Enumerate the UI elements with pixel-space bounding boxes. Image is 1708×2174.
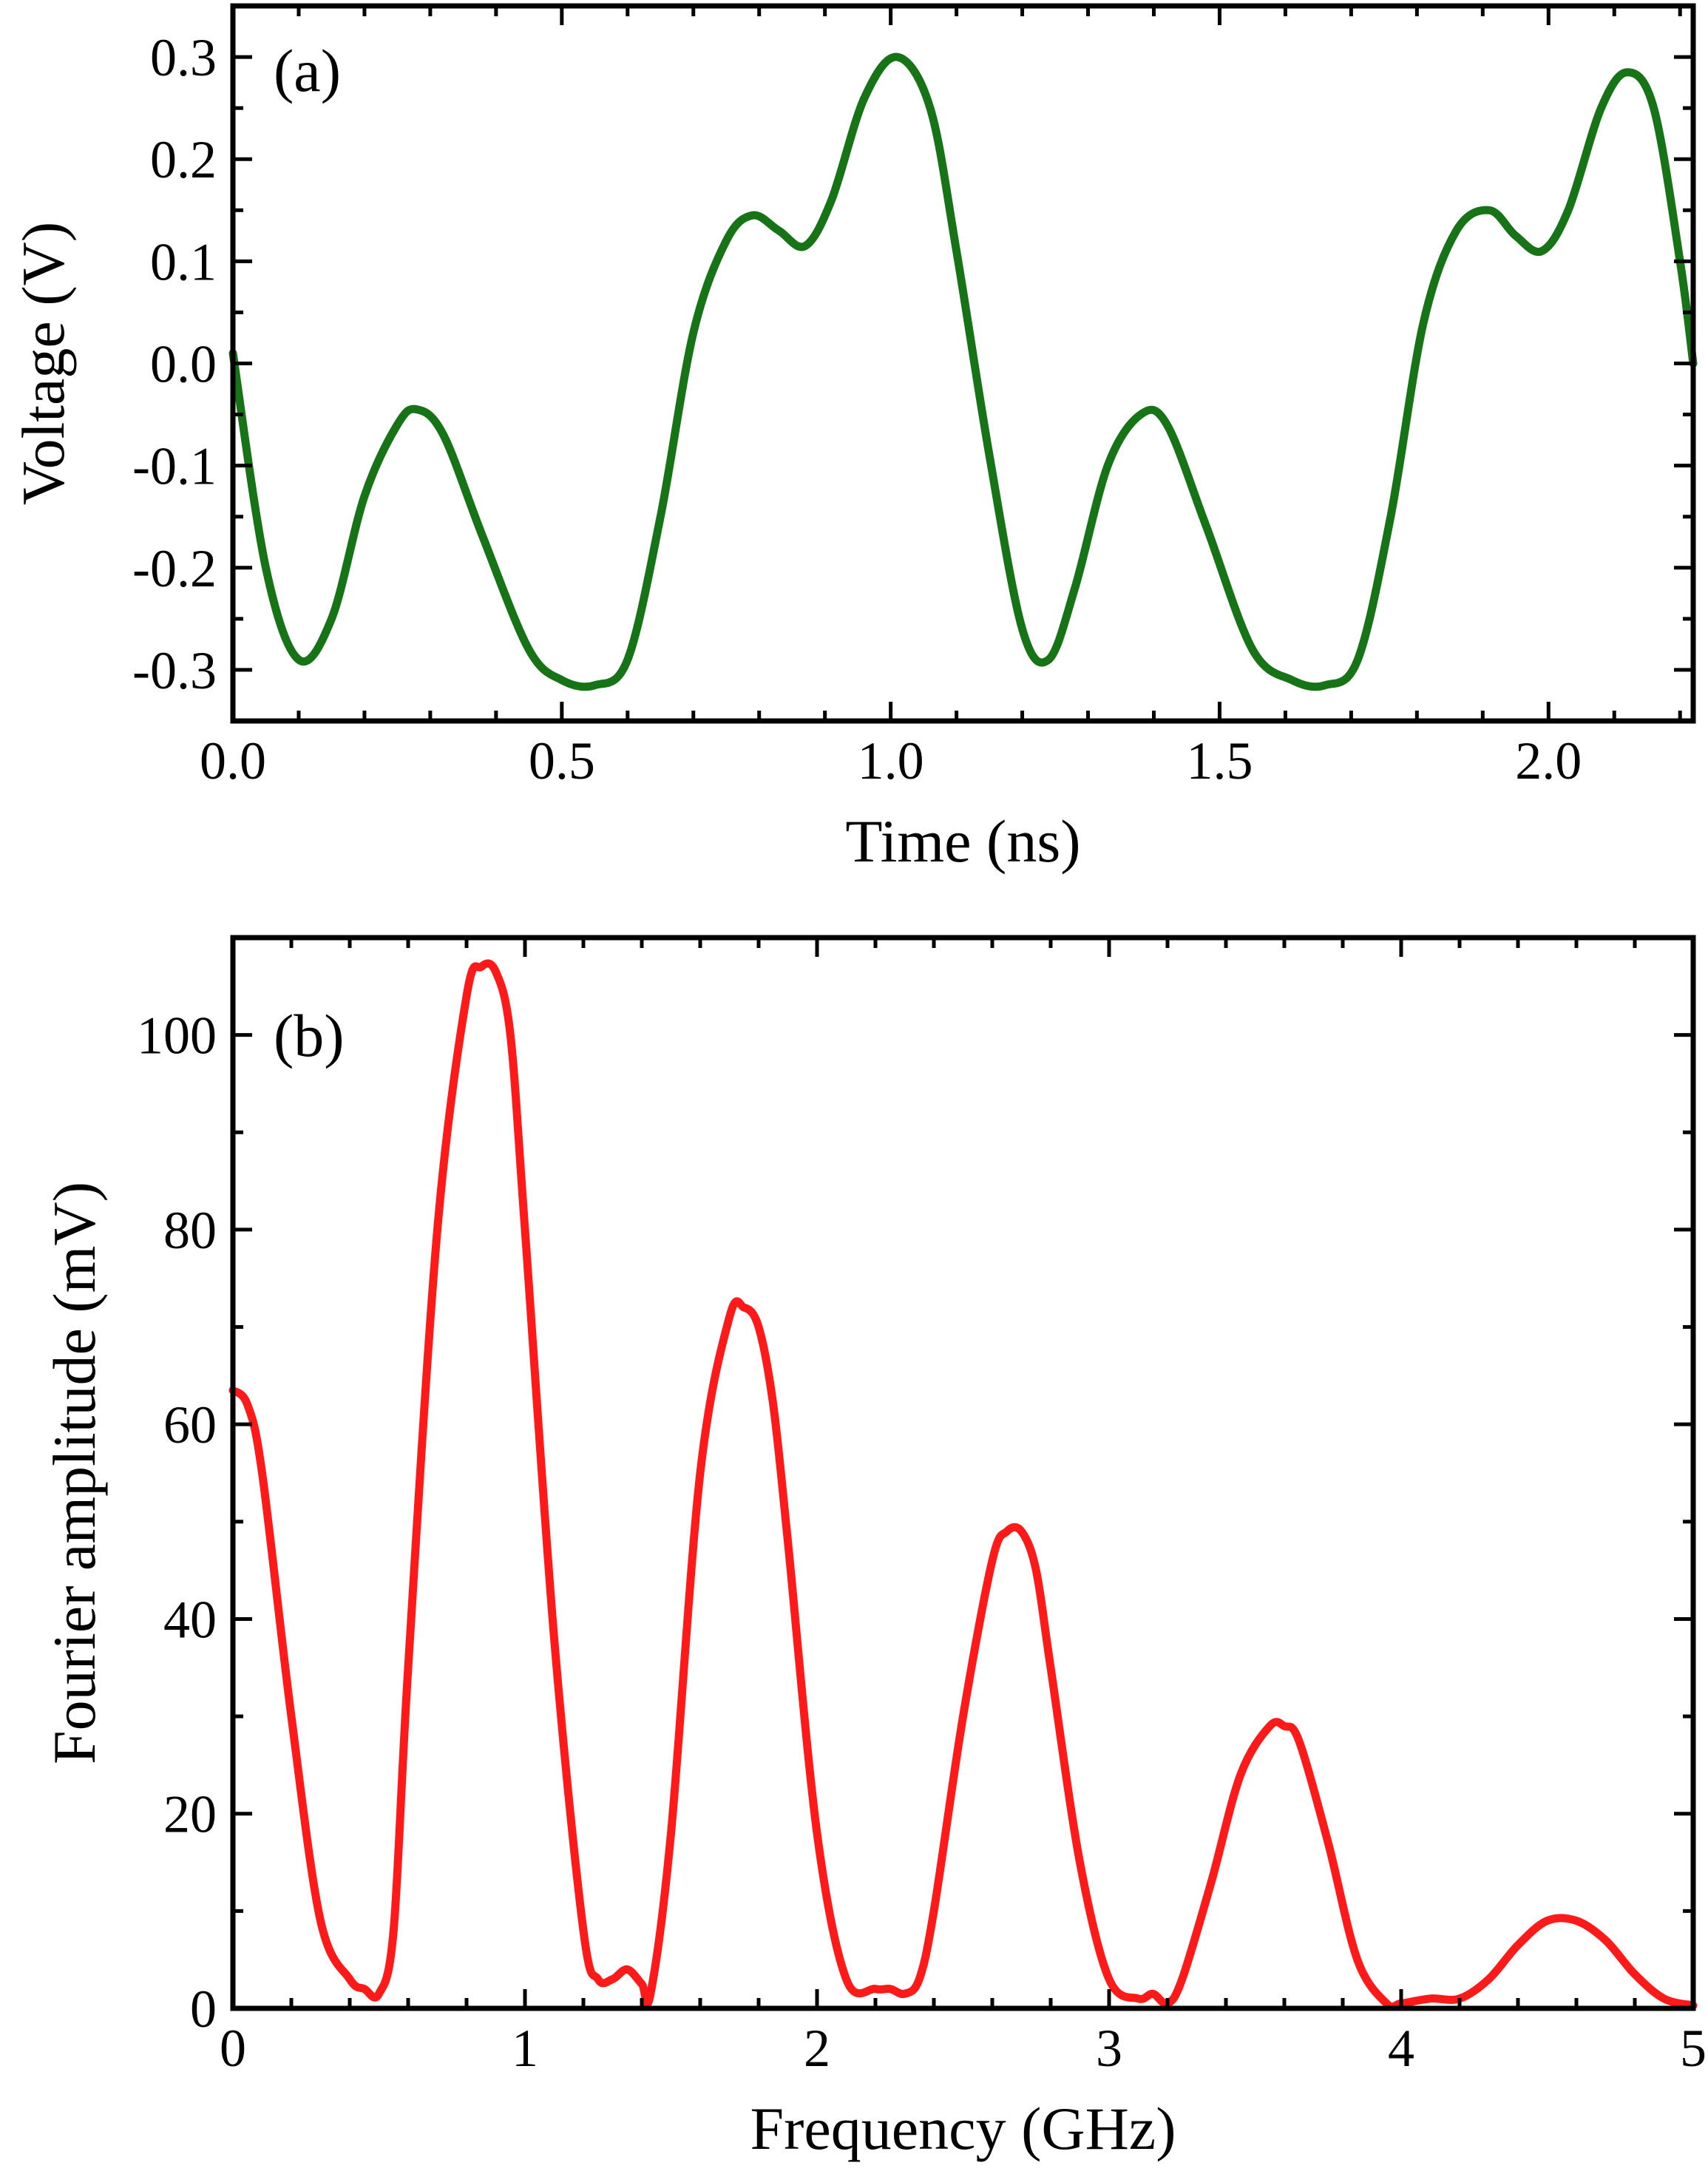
x-tick-label: 0 xyxy=(220,2019,246,2078)
y-tick-label: 0.3 xyxy=(150,28,217,87)
x-axis-title: Time (ns) xyxy=(845,807,1080,875)
y-tick-label: 0.0 xyxy=(150,335,217,394)
y-tick-label: 0.2 xyxy=(150,130,217,189)
x-tick-label: 3 xyxy=(1096,2019,1122,2078)
y-tick-label: -0.2 xyxy=(132,539,217,598)
y-axis-title: Fourier amplitude (mV) xyxy=(41,1182,108,1764)
y-tick-label: 20 xyxy=(163,1785,217,1844)
y-tick-label: -0.3 xyxy=(132,641,217,700)
x-tick-label: 1.5 xyxy=(1186,731,1253,790)
panel-label: (a) xyxy=(274,37,341,104)
series-line-a xyxy=(228,53,1698,691)
y-tick-label: 0.1 xyxy=(150,232,217,291)
panel-b-frequency-spectrum: 0 1 2 3 4 5 0 20 40 60 80 100 Frequency (GHz) Fourier… xyxy=(41,935,1707,2162)
plot-frame xyxy=(230,935,1696,2011)
y-tick-label: -0.1 xyxy=(132,437,217,496)
x-tick-label: 1.0 xyxy=(858,731,924,790)
x-tick-label: 1 xyxy=(512,2019,538,2078)
y-tick-label: 80 xyxy=(163,1201,217,1260)
y-tick-label: 100 xyxy=(137,1006,217,1066)
x-tick-label: 0.5 xyxy=(529,731,595,790)
y-axis-title: Voltage (V) xyxy=(10,222,77,505)
y-tick-label: 60 xyxy=(163,1395,217,1455)
panel-a-time-domain: 0.0 0.5 1.0 1.5 2.0 -0.3 -0.2 -0.1 0.0 0.1 0.2 0.3 T… xyxy=(10,3,1698,875)
series-line-b xyxy=(228,959,1698,2011)
y-tick-label: 40 xyxy=(163,1590,217,1649)
x-axis-title: Frequency (GHz) xyxy=(750,2095,1176,2162)
y-tick-label: 0 xyxy=(190,1980,217,2039)
panel-label: (b) xyxy=(274,1002,345,1069)
x-tick-label: 4 xyxy=(1388,2019,1414,2078)
x-tick-label: 5 xyxy=(1680,2019,1707,2078)
plot-frame xyxy=(230,3,1696,724)
x-tick-label: 2 xyxy=(804,2019,830,2078)
x-tick-label: 0.0 xyxy=(200,731,266,790)
x-tick-label: 2.0 xyxy=(1515,731,1582,790)
